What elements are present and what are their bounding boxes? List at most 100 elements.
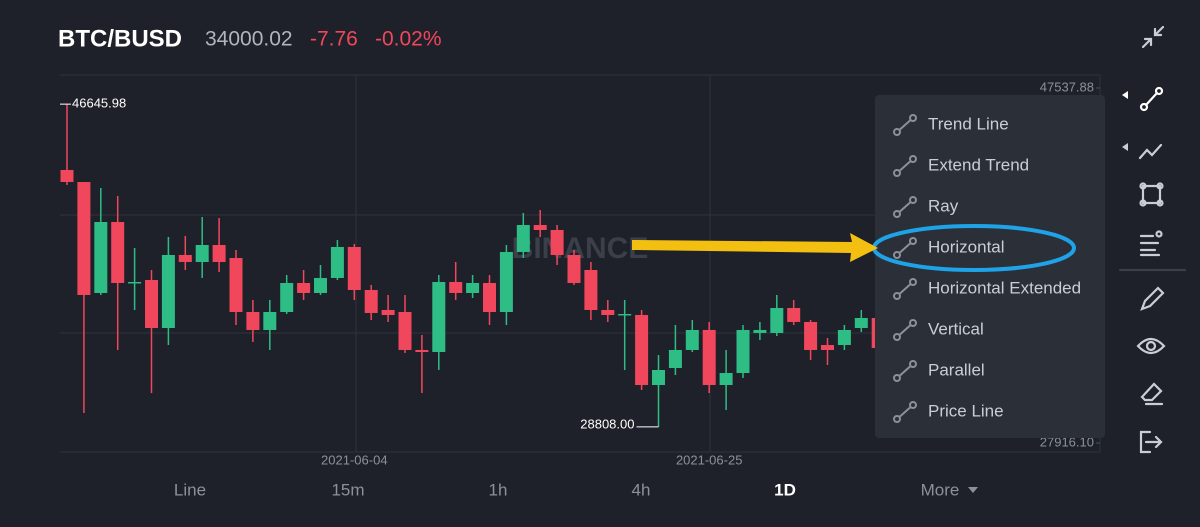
change-pct: -0.02% bbox=[375, 28, 442, 51]
menu-icon bbox=[893, 292, 901, 300]
plot: 47537.88 27916.10 2021-06-04 2021-06-25 4664… bbox=[60, 79, 1100, 467]
collapse-icon[interactable] bbox=[1141, 25, 1165, 49]
menu-item[interactable]: Parallel bbox=[893, 360, 985, 382]
annotation-label: 28808.00 bbox=[580, 416, 634, 431]
menu-item[interactable]: Horizontal Extended bbox=[893, 278, 1081, 300]
menu-item[interactable]: Extend Trend bbox=[893, 155, 1029, 177]
menu-icon bbox=[909, 319, 917, 327]
menu-icon bbox=[909, 196, 917, 204]
menu-icon bbox=[893, 415, 901, 423]
candle-body bbox=[719, 373, 733, 385]
menu-icon bbox=[909, 237, 917, 245]
candle-body bbox=[770, 307, 784, 333]
candle-body bbox=[685, 329, 699, 350]
menu-icon bbox=[909, 401, 917, 409]
candle-body bbox=[212, 245, 226, 262]
candle-body bbox=[837, 329, 851, 345]
drawing-menu bbox=[875, 95, 1105, 438]
candle-body bbox=[821, 344, 834, 350]
menu-label: Trend Line bbox=[928, 114, 1009, 133]
y-tick-label: 47537.88 bbox=[1040, 79, 1094, 94]
candle-body bbox=[195, 245, 209, 262]
menu-icon bbox=[893, 251, 901, 259]
menu-icon bbox=[909, 114, 917, 122]
candle-body bbox=[128, 281, 142, 284]
candle-body bbox=[77, 182, 91, 295]
candle-body bbox=[161, 254, 175, 328]
candle-body bbox=[567, 254, 581, 283]
interval-tab[interactable]: Line bbox=[174, 480, 206, 499]
price: 34000.02 bbox=[205, 28, 293, 51]
symbol: BTC/BUSD bbox=[58, 25, 182, 52]
candle-body bbox=[330, 246, 344, 278]
menu-icon bbox=[893, 210, 901, 218]
candle-body bbox=[415, 349, 429, 352]
shape-tool-icon[interactable] bbox=[1139, 182, 1164, 207]
candle-body bbox=[618, 313, 632, 316]
menu-item[interactable]: Ray bbox=[893, 196, 959, 218]
eraser-icon[interactable] bbox=[1140, 382, 1164, 406]
wave-tool-icon[interactable] bbox=[1138, 143, 1163, 160]
candle-body bbox=[483, 282, 496, 312]
expand-arrow bbox=[1122, 143, 1128, 151]
more-caret bbox=[968, 487, 978, 493]
interval-tab[interactable]: 15m bbox=[331, 480, 364, 499]
candle-body bbox=[736, 329, 750, 374]
eye-icon[interactable] bbox=[1136, 337, 1166, 355]
menu-item[interactable]: Horizontal bbox=[893, 237, 1005, 259]
candle-body bbox=[516, 224, 530, 252]
candle-body bbox=[263, 311, 277, 330]
change: -7.76 bbox=[310, 28, 358, 51]
candle-body bbox=[347, 246, 361, 290]
candle-body bbox=[381, 309, 395, 315]
exit-icon[interactable] bbox=[1139, 430, 1163, 454]
fib-tool-icon[interactable] bbox=[1139, 230, 1163, 257]
interval-tab[interactable]: 1D bbox=[774, 480, 796, 499]
candle-body bbox=[533, 224, 547, 231]
annotation-label: 46645.98 bbox=[72, 96, 126, 111]
pen-icon[interactable] bbox=[1140, 286, 1165, 311]
candle-body bbox=[787, 307, 801, 322]
candle-body bbox=[364, 289, 378, 313]
menu-icon bbox=[893, 128, 901, 136]
menu-icon bbox=[893, 169, 901, 177]
menu-icon bbox=[909, 278, 917, 286]
candle-body bbox=[702, 329, 716, 385]
line-tool-icon[interactable] bbox=[1139, 86, 1164, 112]
menu-label: Extend Trend bbox=[928, 155, 1029, 174]
candle-body bbox=[178, 254, 192, 262]
candle-body bbox=[314, 277, 327, 293]
menu-icon bbox=[909, 360, 917, 368]
candle-body bbox=[466, 282, 480, 293]
candle-body bbox=[297, 282, 311, 293]
candle-body bbox=[584, 269, 598, 310]
toolbar bbox=[1118, 25, 1187, 454]
interval-tab[interactable]: 4h bbox=[632, 480, 651, 499]
menu-label: Price Line bbox=[928, 401, 1004, 420]
candle-body bbox=[145, 279, 158, 328]
candle-body bbox=[635, 314, 649, 385]
menu-item[interactable]: Price Line bbox=[893, 401, 1004, 423]
interval-tab[interactable]: More bbox=[921, 480, 960, 499]
interval-tab[interactable]: 1h bbox=[489, 480, 508, 499]
interval-bar: Line 15m 1h 4h 1D More bbox=[174, 480, 978, 499]
candle-body bbox=[280, 282, 294, 312]
menu-icon bbox=[893, 374, 901, 382]
candle-body bbox=[246, 311, 260, 330]
menu-label: Vertical bbox=[928, 319, 984, 338]
expand-arrow bbox=[1122, 91, 1128, 99]
menu-item[interactable]: Trend Line bbox=[893, 114, 1009, 136]
candle-body bbox=[449, 281, 463, 293]
candle-body bbox=[668, 349, 682, 369]
menu-label: Horizontal bbox=[928, 237, 1005, 256]
candle-body bbox=[854, 317, 868, 328]
candle-body bbox=[229, 257, 243, 312]
candle-body bbox=[652, 370, 665, 385]
menu-item[interactable]: Vertical bbox=[893, 319, 984, 341]
x-tick-label: 2021-06-25 bbox=[676, 452, 743, 467]
candle-body bbox=[601, 309, 615, 315]
candle-body bbox=[804, 321, 818, 350]
candle-body bbox=[550, 230, 564, 255]
